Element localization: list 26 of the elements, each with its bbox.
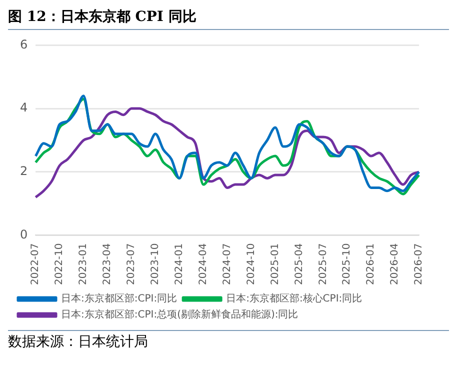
x-tick-label: 2023-01	[78, 243, 90, 286]
x-tick-label: 2022-07	[30, 243, 42, 286]
x-tick-label: 2022-10	[54, 243, 66, 286]
legend-label: 日本:东京都区部:核心CPI:同比	[226, 292, 362, 305]
y-tick-label: 6	[20, 37, 28, 52]
x-tick-label: 2024-10	[246, 243, 257, 286]
x-tick-label: 2024-01	[174, 243, 185, 286]
x-tick-label: 2024-04	[198, 243, 209, 286]
legend-label: 日本:东京都区部:CPI:同比	[61, 292, 178, 305]
y-tick-label: 4	[20, 100, 28, 115]
x-tick-label: 2023-07	[126, 243, 138, 286]
x-tick-label: 2025-04	[294, 243, 305, 286]
y-tick-label: 0	[20, 227, 28, 242]
x-tick-label: 2025-07	[318, 243, 329, 286]
chart-title: 图 12：日本东京都 CPI 同比	[8, 8, 449, 30]
x-tick-label: 2024-07	[222, 243, 233, 286]
x-tick-label: 2026-01	[366, 243, 377, 286]
x-tick-label: 2025-10	[342, 243, 353, 286]
y-tick-label: 2	[20, 164, 28, 178]
x-tick-label: 2023-04	[102, 243, 114, 286]
x-tick-label: 2026-04	[390, 243, 401, 286]
x-tick-label: 2026-07	[414, 243, 425, 286]
x-tick-label: 2023-10	[150, 243, 162, 286]
x-tick-label: 2025-01	[270, 243, 281, 286]
legend-label: 日本:东京都区部:CPI:总项(剔除新鲜食品和能源):同比	[61, 308, 298, 321]
source-note: 数据来源：日本统计局	[8, 330, 449, 351]
